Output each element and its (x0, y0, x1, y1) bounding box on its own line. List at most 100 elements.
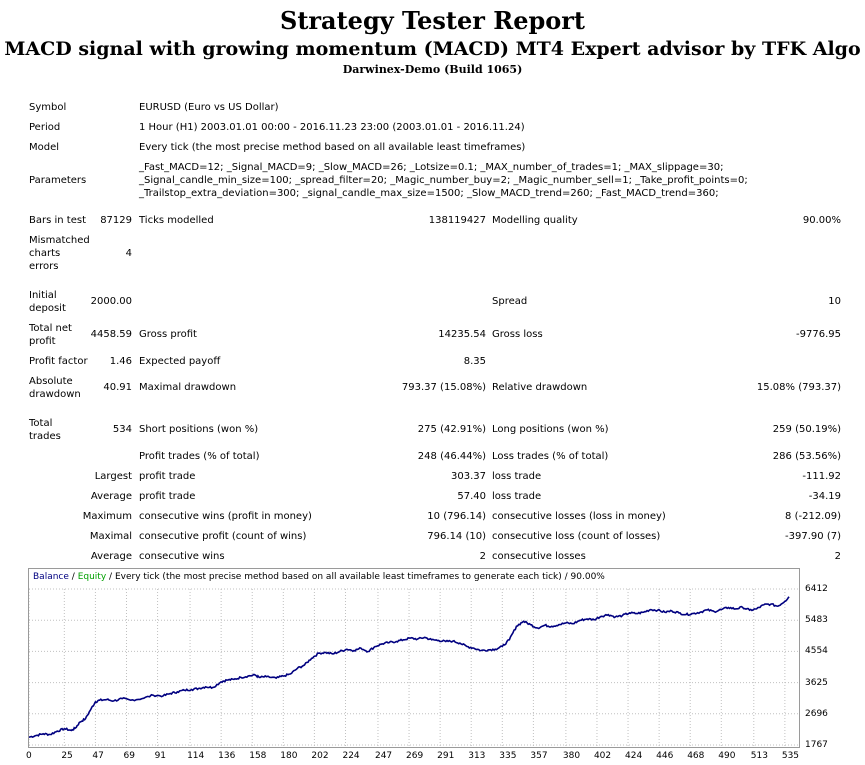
maximal-label: Maximal (89, 531, 132, 542)
mismatch-value: 4 (125, 248, 132, 259)
ticks-label: Ticks modelled (139, 215, 214, 226)
quality-label: Modelling quality (492, 215, 578, 226)
y-tick-label: 5483 (805, 615, 828, 626)
x-tick-label: 402 (593, 751, 612, 761)
parameters-line-3: _Trailstop_extra_deviation=300; _signal_… (139, 188, 719, 199)
legend-rest: / Every tick (the most precise method ba… (109, 572, 605, 582)
maxdd-label: Maximal drawdown (139, 382, 237, 393)
quality-value: 90.00% (802, 215, 841, 226)
x-tick-label: 136 (218, 751, 236, 761)
ticks-value: 138119427 (428, 215, 486, 226)
x-tick-label: 202 (311, 751, 329, 761)
x-tick-label: 91 (154, 751, 167, 761)
parameters-line-1: _Fast_MACD=12; _Signal_MACD=9; _Slow_MAC… (139, 162, 724, 173)
long-label: Long positions (won %) (492, 424, 609, 435)
avg-cons-wins-label: consecutive wins (139, 551, 225, 562)
average-loss-label: loss trade (492, 491, 542, 502)
avg-cons-losses-label: consecutive losses (492, 551, 586, 562)
mismatch-label-2: charts (29, 248, 61, 259)
absdd-label-2: drawdown (29, 389, 81, 400)
period-label: Period (29, 122, 61, 133)
report-server: Darwinex-Demo (Build 1065) (342, 63, 523, 76)
x-tick-label: 468 (687, 751, 705, 761)
profit-factor-label: Profit factor (29, 356, 88, 367)
largest-loss-label: loss trade (492, 471, 542, 482)
y-tick-label: 6412 (805, 584, 828, 594)
balance-line (29, 596, 790, 738)
x-tick-label: 25 (61, 751, 73, 761)
x-tick-label: 446 (656, 751, 674, 761)
profit-trades-label: Profit trades (% of total) (139, 451, 260, 462)
netprofit-label-2: profit (29, 336, 56, 347)
largest-profit-value: 303.37 (451, 471, 486, 482)
maxdd-value: 793.37 (15.08%) (401, 382, 486, 393)
x-tick-label: 0 (26, 751, 32, 761)
x-tick-label: 69 (123, 751, 135, 761)
maximal-cons-loss-value: -397.90 (7) (785, 531, 841, 542)
max-cons-losses-value: 8 (-212.09) (785, 511, 841, 522)
average2-label: Average (90, 551, 132, 562)
x-tick-label: 380 (562, 751, 581, 761)
largest-label: Largest (94, 471, 132, 482)
spread-label: Spread (492, 296, 528, 307)
x-tick-label: 313 (468, 751, 486, 761)
gross-profit-label: Gross profit (139, 329, 197, 340)
largest-profit-label: profit trade (139, 471, 196, 482)
profit-trades-value: 248 (46.44%) (417, 451, 486, 462)
avg-cons-wins-value: 2 (479, 551, 486, 562)
y-tick-label: 4554 (805, 646, 828, 657)
mismatch-label-1: Mismatched (29, 235, 90, 246)
x-tick-label: 490 (718, 751, 736, 761)
maximum-label: Maximum (82, 511, 132, 522)
report-subtitle: MACD signal with growing momentum (MACD)… (4, 38, 861, 60)
x-tick-label: 424 (625, 751, 643, 761)
long-value: 259 (50.19%) (772, 424, 841, 435)
reldd-value: 15.08% (793.37) (756, 382, 841, 393)
model-label: Model (29, 142, 60, 153)
x-tick-label: 535 (781, 751, 800, 761)
x-tick-label: 357 (530, 751, 548, 761)
gross-loss-value: -9776.95 (796, 329, 841, 340)
y-tick-label: 3625 (805, 677, 828, 688)
average-label: Average (90, 491, 132, 502)
loss-trades-value: 286 (53.56%) (772, 451, 841, 462)
absdd-value: 40.91 (103, 382, 132, 393)
loss-trades-label: Loss trades (% of total) (492, 451, 609, 462)
largest-loss-value: -111.92 (802, 471, 841, 482)
gross-profit-value: 14235.54 (438, 329, 486, 340)
max-cons-wins-label: consecutive wins (profit in money) (139, 511, 312, 522)
trades-label-2: trades (29, 431, 61, 442)
profit-factor-value: 1.46 (109, 356, 132, 367)
gross-loss-label: Gross loss (492, 329, 543, 340)
balance-chart: Balance / Equity / Every tick (the most … (28, 568, 800, 748)
maximal-cons-profit-value: 796.14 (10) (427, 531, 486, 542)
x-tick-label: 224 (342, 751, 360, 761)
max-cons-wins-value: 10 (796.14) (427, 511, 486, 522)
bars-label: Bars in test (29, 215, 86, 226)
y-tick-label: 2696 (805, 708, 828, 719)
legend-equity: Equity (77, 572, 107, 582)
mismatch-label-3: errors (29, 261, 59, 272)
model-value: Every tick (the most precise method base… (139, 142, 526, 153)
symbol-value: EURUSD (Euro vs US Dollar) (139, 102, 279, 113)
netprofit-label-1: Total net (29, 323, 72, 334)
parameters-label: Parameters (29, 175, 87, 186)
y-tick-label: 1767 (805, 740, 828, 750)
average-loss-value: -34.19 (808, 491, 841, 502)
deposit-value: 2000.00 (90, 296, 132, 307)
max-cons-losses-label: consecutive losses (loss in money) (492, 511, 666, 522)
x-tick-label: 114 (187, 751, 205, 761)
bars-value: 87129 (100, 215, 132, 226)
average-profit-label: profit trade (139, 491, 196, 502)
balance-chart-svg (29, 588, 799, 747)
chart-legend: Balance / Equity / Every tick (the most … (33, 572, 605, 583)
avg-cons-losses-value: 2 (834, 551, 841, 562)
report-title: Strategy Tester Report (279, 6, 586, 35)
maximal-cons-profit-label: consecutive profit (count of wins) (139, 531, 307, 542)
reldd-label: Relative drawdown (492, 382, 588, 393)
parameters-line-2: _Signal_candle_min_size=100; _spread_fil… (139, 175, 748, 186)
deposit-label-1: Initial (29, 290, 57, 301)
expected-payoff-value: 8.35 (463, 356, 486, 367)
expected-payoff-label: Expected payoff (139, 356, 221, 367)
x-tick-label: 47 (92, 751, 104, 761)
